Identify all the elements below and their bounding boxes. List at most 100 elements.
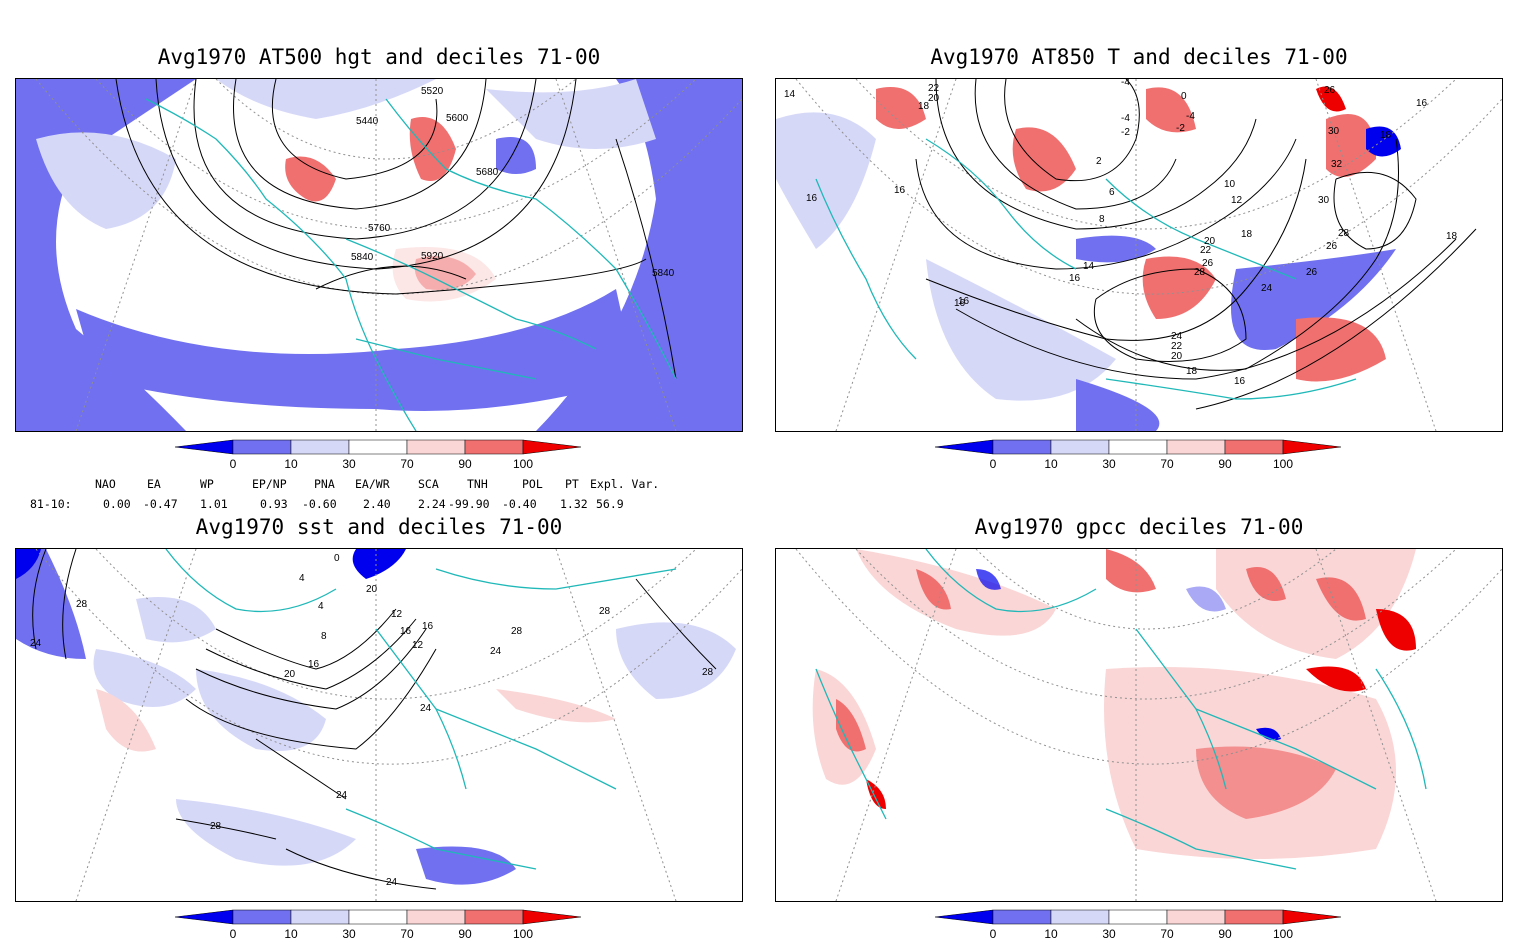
contour-labels-hgt: 5440 5520 5600 5680 5760 5840 5920 5840 bbox=[351, 86, 675, 279]
colorbar-tick-label: 90 bbox=[1218, 927, 1232, 941]
svg-text:5920: 5920 bbox=[421, 251, 444, 262]
svg-text:22: 22 bbox=[1171, 341, 1183, 352]
contour-labels-sst: 24 28 0 4 4 8 12 16 20 28 28 24 24 28 24… bbox=[30, 553, 714, 888]
colorbar-t850: 0 10 30 70 90 100 bbox=[934, 438, 1355, 478]
colorbar-segment bbox=[1108, 439, 1168, 455]
colorbar-segment bbox=[1166, 909, 1226, 925]
colorbar-tick-label: 100 bbox=[1273, 457, 1293, 471]
colorbar-segment bbox=[406, 909, 466, 925]
colorbar-sst: 0 10 30 70 90 100 bbox=[174, 908, 595, 948]
colorbar-segment bbox=[992, 439, 1052, 455]
colorbar-tick-label: 90 bbox=[1218, 457, 1232, 471]
colorbar-segment bbox=[1050, 909, 1110, 925]
index-header: EA bbox=[147, 477, 161, 491]
svg-text:16: 16 bbox=[308, 659, 320, 670]
svg-text:28: 28 bbox=[599, 606, 611, 617]
colorbar-tick-label: 0 bbox=[230, 457, 237, 471]
index-header: EP/NP bbox=[252, 477, 287, 491]
colorbar-segment bbox=[348, 439, 408, 455]
svg-text:12: 12 bbox=[412, 640, 424, 651]
colorbar-segment bbox=[1108, 909, 1168, 925]
svg-text:26: 26 bbox=[1324, 85, 1336, 96]
svg-text:4: 4 bbox=[299, 573, 305, 584]
svg-text:26: 26 bbox=[1306, 267, 1318, 278]
svg-text:18: 18 bbox=[1380, 130, 1392, 141]
svg-text:30: 30 bbox=[1328, 126, 1340, 137]
svg-text:20: 20 bbox=[1171, 351, 1183, 362]
colorbar-segment bbox=[290, 439, 350, 455]
svg-text:14: 14 bbox=[1083, 261, 1095, 272]
colorbar-tick-label: 10 bbox=[284, 457, 298, 471]
index-value: -99.90 bbox=[448, 497, 490, 511]
svg-text:5440: 5440 bbox=[356, 116, 379, 127]
colorbar-tick-label: 30 bbox=[342, 927, 356, 941]
index-value: 1.01 bbox=[200, 497, 228, 511]
svg-text:24: 24 bbox=[420, 703, 432, 714]
colorbar-svg: 0 10 30 70 90 100 bbox=[174, 439, 582, 471]
colorbar-segment bbox=[1224, 909, 1284, 925]
svg-text:12: 12 bbox=[1231, 195, 1243, 206]
colorbar-tick-label: 10 bbox=[1044, 457, 1058, 471]
svg-text:20: 20 bbox=[1204, 236, 1216, 247]
svg-text:28: 28 bbox=[702, 667, 714, 678]
colorbar-gpcc: 0 10 30 70 90 100 bbox=[934, 908, 1355, 948]
svg-text:24: 24 bbox=[1261, 283, 1273, 294]
svg-text:16: 16 bbox=[1416, 98, 1428, 109]
index-value: 1.32 bbox=[560, 497, 588, 511]
svg-text:26: 26 bbox=[1326, 241, 1338, 252]
svg-text:12: 12 bbox=[391, 609, 403, 620]
svg-text:5520: 5520 bbox=[421, 86, 444, 97]
colorbar-tick-label: 0 bbox=[990, 927, 997, 941]
index-value: 2.40 bbox=[363, 497, 391, 511]
colorbar-tick-label: 10 bbox=[1044, 927, 1058, 941]
svg-text:5680: 5680 bbox=[476, 167, 499, 178]
colorbar-arrow-high bbox=[522, 909, 582, 925]
colorbar-segment bbox=[290, 909, 350, 925]
colorbar-segment bbox=[1224, 439, 1284, 455]
svg-text:8: 8 bbox=[1099, 214, 1105, 225]
colorbar-segment bbox=[348, 909, 408, 925]
svg-text:28: 28 bbox=[511, 626, 523, 637]
colorbar-arrow-low bbox=[934, 909, 994, 925]
svg-text:4: 4 bbox=[318, 601, 324, 612]
panel-title-sst: Avg1970 sst and deciles 71-00 bbox=[195, 515, 563, 539]
svg-text:16: 16 bbox=[1069, 273, 1081, 284]
panel-title-gpcc: Avg1970 gpcc deciles 71-00 bbox=[974, 515, 1304, 539]
svg-text:-2: -2 bbox=[1176, 123, 1185, 134]
colorbar-tick-label: 30 bbox=[342, 457, 356, 471]
svg-text:5840: 5840 bbox=[652, 268, 675, 279]
svg-text:16: 16 bbox=[422, 621, 434, 632]
svg-text:22: 22 bbox=[1200, 245, 1212, 256]
index-value: -0.47 bbox=[143, 497, 178, 511]
svg-text:5760: 5760 bbox=[368, 223, 391, 234]
svg-text:16: 16 bbox=[806, 193, 818, 204]
colorbar-svg: 0 10 30 70 90 100 bbox=[934, 439, 1342, 471]
svg-text:28: 28 bbox=[1338, 228, 1350, 239]
map-t850: 14 22 20 18 -4 0 -4 -2 -4 -2 2 6 8 10 12… bbox=[776, 79, 1502, 431]
map-sst: 24 28 0 4 4 8 12 16 20 28 28 24 24 28 24… bbox=[16, 549, 742, 901]
colorbar-tick-label: 0 bbox=[990, 457, 997, 471]
map-t850-panel: 14 22 20 18 -4 0 -4 -2 -4 -2 2 6 8 10 12… bbox=[775, 78, 1503, 432]
svg-text:20: 20 bbox=[928, 93, 940, 104]
index-value: -0.60 bbox=[302, 497, 337, 511]
colorbar-svg: 0 10 30 70 90 100 bbox=[174, 909, 582, 941]
svg-text:30: 30 bbox=[1318, 195, 1330, 206]
map-hgt: 5440 5520 5600 5680 5760 5840 5920 5840 bbox=[16, 79, 742, 431]
index-header: PNA bbox=[314, 477, 335, 491]
index-header: EA/WR bbox=[355, 477, 390, 491]
svg-text:16: 16 bbox=[400, 626, 412, 637]
colorbar-tick-label: 30 bbox=[1102, 927, 1116, 941]
colorbar-tick-label: 30 bbox=[1102, 457, 1116, 471]
svg-text:-4: -4 bbox=[1186, 111, 1195, 122]
colorbar-tick-label: 90 bbox=[458, 927, 472, 941]
indices-header-row: NAO EA WP EP/NP PNA EA/WR SCA TNH POL PT… bbox=[30, 477, 710, 491]
svg-text:28: 28 bbox=[210, 821, 222, 832]
svg-text:16: 16 bbox=[1234, 376, 1246, 387]
colorbar-tick-label: 100 bbox=[513, 927, 533, 941]
svg-text:18: 18 bbox=[1241, 229, 1253, 240]
svg-text:18: 18 bbox=[1446, 231, 1458, 242]
svg-text:28: 28 bbox=[1194, 267, 1206, 278]
colorbar-segment bbox=[1050, 439, 1110, 455]
svg-text:0: 0 bbox=[1181, 91, 1187, 102]
index-header: SCA bbox=[418, 477, 439, 491]
